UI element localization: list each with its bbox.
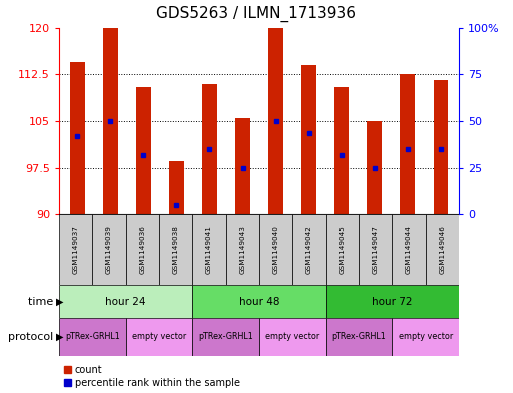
Bar bbox=[433, 81, 448, 214]
Bar bbox=[202, 83, 217, 214]
Text: ▶: ▶ bbox=[56, 332, 64, 342]
Text: GSM1149043: GSM1149043 bbox=[240, 225, 245, 274]
Legend: count, percentile rank within the sample: count, percentile rank within the sample bbox=[64, 365, 240, 388]
Bar bbox=[92, 214, 126, 285]
Text: GSM1149038: GSM1149038 bbox=[173, 225, 179, 274]
Bar bbox=[169, 161, 184, 214]
Text: GSM1149044: GSM1149044 bbox=[406, 225, 412, 274]
Bar bbox=[192, 318, 259, 356]
Text: hour 24: hour 24 bbox=[106, 297, 146, 307]
Bar bbox=[159, 214, 192, 285]
Text: pTRex-GRHL1: pTRex-GRHL1 bbox=[65, 332, 120, 342]
Text: empty vector: empty vector bbox=[265, 332, 320, 342]
Bar bbox=[326, 285, 459, 318]
Text: GDS5263 / ILMN_1713936: GDS5263 / ILMN_1713936 bbox=[156, 6, 357, 22]
Bar bbox=[59, 214, 92, 285]
Bar bbox=[192, 214, 226, 285]
Bar bbox=[136, 86, 151, 214]
Text: GSM1149037: GSM1149037 bbox=[73, 225, 78, 274]
Bar bbox=[334, 86, 349, 214]
Text: pTRex-GRHL1: pTRex-GRHL1 bbox=[199, 332, 253, 342]
Bar bbox=[226, 214, 259, 285]
Text: pTRex-GRHL1: pTRex-GRHL1 bbox=[332, 332, 386, 342]
Text: hour 72: hour 72 bbox=[372, 297, 412, 307]
Bar bbox=[259, 318, 326, 356]
Text: hour 48: hour 48 bbox=[239, 297, 279, 307]
Bar bbox=[426, 214, 459, 285]
Bar bbox=[192, 285, 326, 318]
Text: GSM1149040: GSM1149040 bbox=[273, 225, 279, 274]
Bar bbox=[326, 214, 359, 285]
Bar bbox=[392, 214, 426, 285]
Bar bbox=[259, 214, 292, 285]
Text: empty vector: empty vector bbox=[399, 332, 453, 342]
Text: GSM1149036: GSM1149036 bbox=[140, 225, 145, 274]
Text: GSM1149047: GSM1149047 bbox=[373, 225, 379, 274]
Text: empty vector: empty vector bbox=[132, 332, 186, 342]
Bar bbox=[268, 28, 283, 214]
Bar bbox=[126, 318, 192, 356]
Bar bbox=[401, 74, 416, 214]
Bar bbox=[103, 28, 117, 214]
Bar bbox=[292, 214, 326, 285]
Text: time: time bbox=[28, 297, 56, 307]
Text: protocol: protocol bbox=[8, 332, 56, 342]
Bar bbox=[301, 65, 316, 214]
Text: GSM1149045: GSM1149045 bbox=[340, 225, 345, 274]
Bar bbox=[392, 318, 459, 356]
Bar bbox=[359, 214, 392, 285]
Bar bbox=[59, 318, 126, 356]
Bar bbox=[70, 62, 85, 214]
Bar bbox=[126, 214, 159, 285]
Bar bbox=[59, 285, 192, 318]
Bar bbox=[367, 121, 382, 214]
Text: GSM1149041: GSM1149041 bbox=[206, 225, 212, 274]
Bar bbox=[235, 118, 250, 214]
Text: GSM1149042: GSM1149042 bbox=[306, 225, 312, 274]
Text: GSM1149039: GSM1149039 bbox=[106, 225, 112, 274]
Bar bbox=[326, 318, 392, 356]
Text: ▶: ▶ bbox=[56, 297, 64, 307]
Text: GSM1149046: GSM1149046 bbox=[440, 225, 445, 274]
